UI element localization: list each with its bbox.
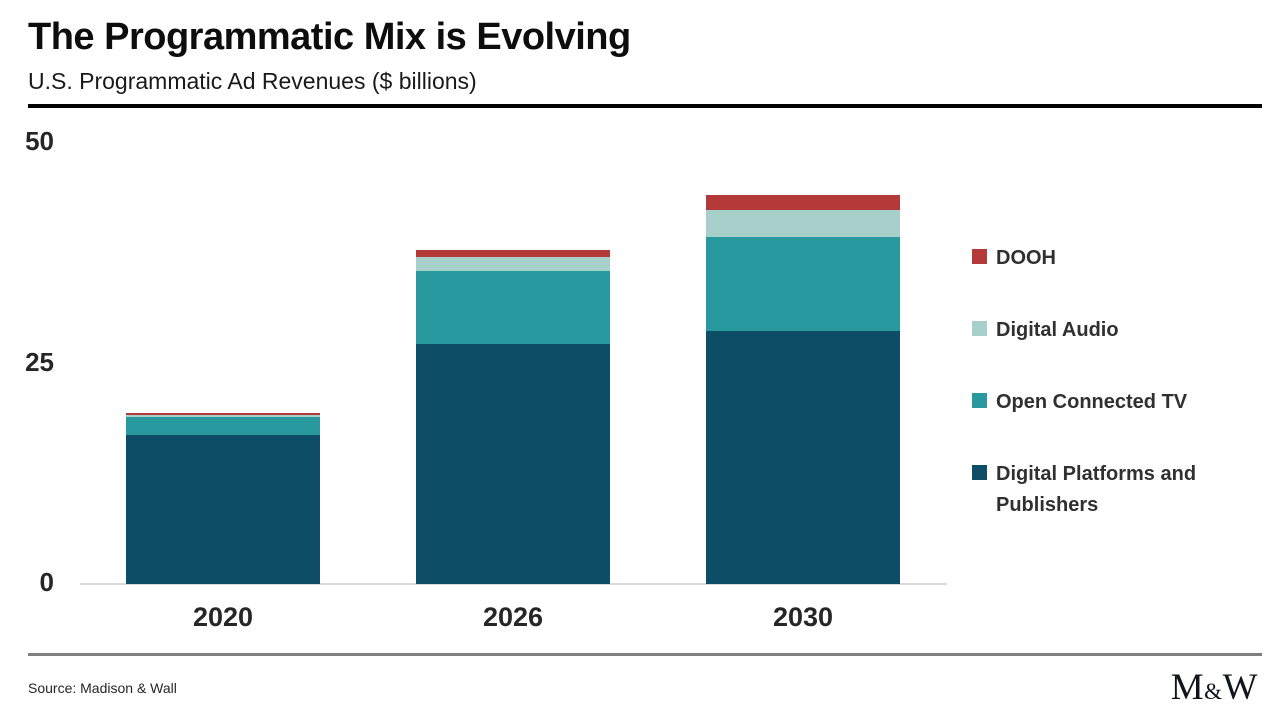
title-divider [28, 104, 1262, 108]
digital-audio-swatch-icon [972, 321, 987, 336]
logo-m: M [1170, 667, 1205, 708]
legend-label: Open Connected TV [996, 391, 1188, 413]
x-axis-line [80, 583, 947, 585]
legend-item-open-connected-tv: Open Connected TV [972, 387, 1262, 418]
bar-segment [416, 256, 610, 271]
dooh-swatch-icon [972, 249, 987, 264]
legend-item-digital-platforms: Digital Platforms and Publishers [972, 459, 1262, 521]
y-tick-label: 0 [39, 567, 54, 597]
bar-segment [416, 270, 610, 345]
footer-divider [28, 653, 1262, 656]
bar-segment [706, 210, 900, 238]
madison-wall-logo: M&W [1171, 666, 1258, 709]
bar-segment [706, 195, 900, 211]
bar-segment [126, 412, 320, 416]
bar-segment [416, 249, 610, 257]
bar-segment [126, 417, 320, 435]
legend-item-digital-audio: Digital Audio [972, 315, 1262, 346]
source-note: Source: Madison & Wall [28, 680, 177, 696]
legend-label: Digital Platforms and Publishers [996, 463, 1197, 516]
legend-label: Digital Audio [996, 319, 1119, 341]
bar-segment [416, 344, 610, 584]
open-connected-tv-swatch-icon [972, 393, 987, 408]
page-title: The Programmatic Mix is Evolving [28, 16, 631, 58]
bar-segment [706, 330, 900, 584]
x-axis-label: 2030 [772, 602, 834, 632]
page-subtitle: U.S. Programmatic Ad Revenues ($ billion… [28, 68, 477, 94]
legend-item-dooh: DOOH [972, 243, 1262, 274]
logo-w: W [1222, 667, 1258, 708]
bar-segment [706, 237, 900, 331]
legend-label: DOOH [996, 247, 1056, 269]
bar-segment [126, 415, 320, 418]
digital-platforms-swatch-icon [972, 465, 987, 480]
x-axis-label: 2026 [482, 602, 544, 632]
y-tick-label: 25 [25, 346, 54, 377]
bar-segment [126, 434, 320, 584]
x-axis-label: 2020 [192, 602, 254, 632]
y-tick-label: 50 [25, 126, 54, 156]
logo-ampersand: & [1204, 679, 1223, 704]
